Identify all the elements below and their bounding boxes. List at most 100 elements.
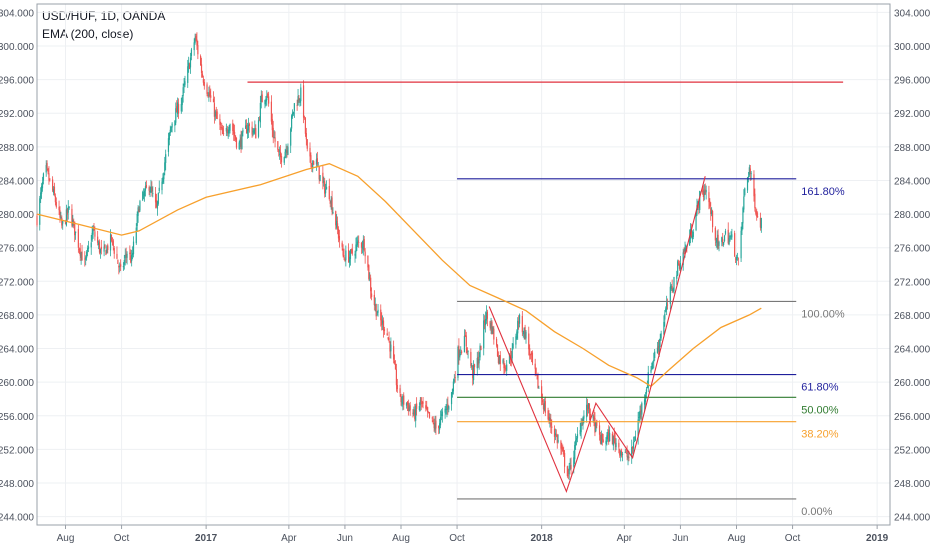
candle-body	[216, 111, 218, 119]
candle-body	[528, 333, 530, 350]
y-tick-label-left: 256.000	[0, 412, 34, 423]
candle-body	[234, 135, 237, 140]
candle-body	[451, 388, 454, 395]
candle-body	[113, 248, 115, 254]
candle-body	[548, 416, 550, 420]
candle-body	[80, 252, 82, 258]
candle-body	[553, 428, 556, 437]
candle-body	[639, 410, 641, 418]
candle-body	[163, 173, 165, 180]
candle-body	[434, 422, 436, 430]
candle-body	[620, 452, 622, 456]
y-tick-label-left: 264.000	[0, 345, 34, 356]
candle-body	[74, 221, 76, 236]
candle-body	[518, 322, 520, 324]
candle-body	[75, 231, 77, 234]
candle-body	[652, 361, 654, 363]
candle-body	[593, 416, 595, 420]
y-tick-label-right: 292.000	[894, 109, 931, 120]
candle-body	[287, 146, 289, 155]
candle-body	[579, 429, 581, 435]
candle-body	[79, 248, 81, 256]
candle-body	[542, 403, 545, 410]
candle-body	[631, 447, 633, 458]
candle-body	[39, 198, 41, 225]
y-tick-label-left: 280.000	[0, 210, 34, 221]
candle-body	[40, 186, 43, 194]
candle-body	[267, 93, 269, 96]
candle-body	[446, 405, 448, 410]
y-tick-label-right: 304.000	[894, 8, 931, 19]
candle-body	[444, 408, 446, 413]
candle-body	[634, 436, 636, 441]
candle-body	[370, 293, 373, 298]
y-tick-label-right: 280.000	[894, 210, 931, 221]
candle-body	[341, 242, 343, 247]
candle-body	[273, 136, 275, 138]
candle-body	[304, 118, 307, 134]
candle-body	[324, 181, 326, 194]
candle-body	[188, 64, 191, 69]
candle-body	[245, 125, 247, 129]
candle-body	[628, 457, 630, 458]
candle-body	[422, 401, 424, 404]
candle-body	[504, 368, 506, 370]
candle-body	[461, 351, 463, 353]
candle-body	[99, 248, 102, 253]
candle-body	[575, 440, 577, 446]
candle-body	[592, 415, 594, 418]
candle-body	[233, 130, 235, 134]
candle-body	[194, 37, 196, 43]
candle-body	[284, 151, 286, 159]
candle-body	[168, 132, 170, 140]
candle-body	[354, 253, 356, 256]
candle-body	[104, 244, 106, 249]
candle-body	[400, 393, 402, 403]
candle-body	[633, 441, 636, 443]
candle-body	[701, 190, 704, 192]
candle-body	[318, 166, 320, 180]
candle-body	[342, 248, 344, 256]
candle-body	[710, 208, 712, 214]
candle-body	[609, 432, 611, 442]
candle-body	[73, 221, 75, 223]
candle-body	[614, 438, 616, 445]
y-tick-label-right: 248.000	[894, 479, 931, 490]
candle-body	[702, 189, 705, 197]
candle-body	[120, 264, 122, 267]
candle-body	[419, 399, 421, 406]
x-tick-label: Aug	[728, 533, 746, 544]
candle-body	[408, 407, 410, 412]
candle-body	[78, 249, 80, 250]
candle-body	[470, 351, 472, 366]
candle-body	[564, 452, 566, 467]
candle-body	[508, 353, 511, 364]
candle-body	[714, 227, 716, 241]
candle-body	[200, 64, 203, 73]
candle-body	[570, 464, 572, 470]
candle-body	[473, 364, 475, 381]
candle-body	[659, 338, 661, 341]
plot-frame	[36, 3, 891, 526]
candle-body	[86, 248, 89, 252]
candle-body	[41, 182, 44, 189]
candle-body	[440, 414, 443, 416]
candle-body	[221, 127, 223, 129]
candle-body	[467, 350, 469, 352]
candle-body	[271, 119, 273, 131]
candle-body	[653, 359, 655, 362]
candle-body	[374, 304, 376, 306]
candle-body	[306, 139, 308, 149]
candle-body	[516, 331, 518, 339]
candle-body	[484, 318, 487, 326]
candle-body	[348, 249, 350, 262]
candle-body	[573, 457, 575, 467]
candle-body	[193, 42, 195, 51]
candle-body	[486, 311, 488, 319]
candle-body	[757, 216, 759, 218]
candle-body	[317, 164, 319, 166]
candle-body	[382, 320, 384, 324]
candle-body	[644, 394, 647, 402]
candle-body	[689, 236, 691, 246]
